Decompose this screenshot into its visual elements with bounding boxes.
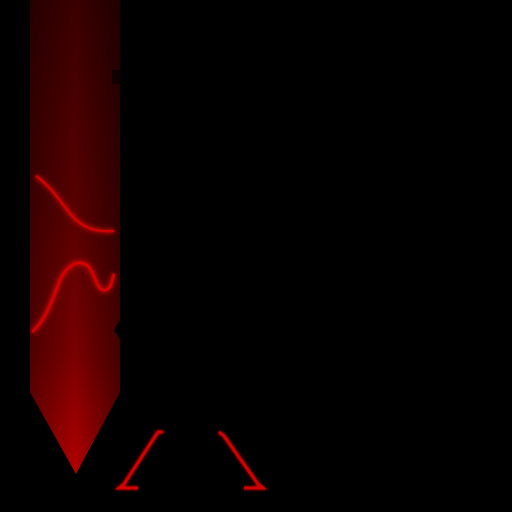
banner <box>30 0 120 474</box>
left-bracket-mark <box>114 430 163 490</box>
corner-bracket-marks <box>114 430 268 490</box>
wave-line-lower <box>31 261 116 333</box>
wave-line-upper <box>35 175 115 233</box>
right-bracket-mark <box>218 430 268 490</box>
banner-notch <box>112 70 120 84</box>
glowing-wave-lines <box>29 173 117 335</box>
banner-shading <box>30 0 120 474</box>
